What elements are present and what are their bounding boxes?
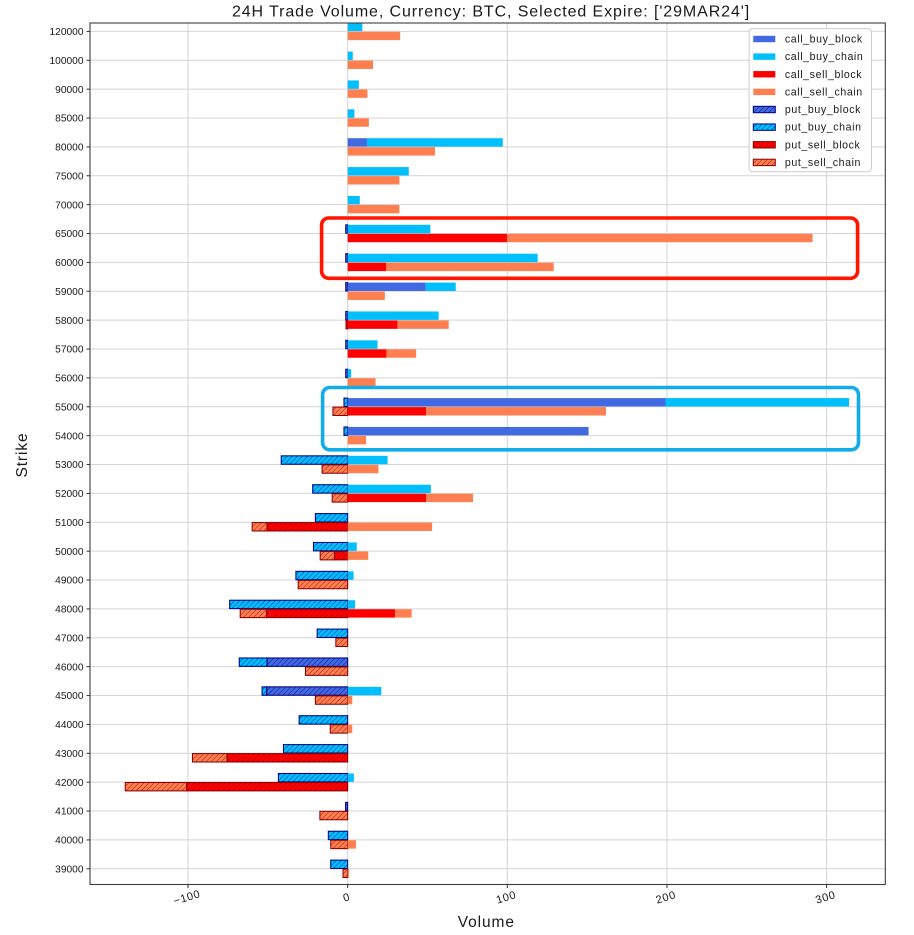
svg-text:55000: 55000: [55, 402, 84, 413]
svg-text:47000: 47000: [55, 633, 84, 644]
svg-text:50000: 50000: [55, 547, 84, 558]
svg-text:put_sell_block: put_sell_block: [785, 139, 861, 151]
svg-text:300: 300: [814, 889, 837, 906]
svg-text:45000: 45000: [55, 691, 84, 702]
svg-text:put_sell_chain: put_sell_chain: [785, 157, 861, 169]
svg-text:24H Trade Volume, Currency: BT: 24H Trade Volume, Currency: BTC, Selecte…: [232, 4, 750, 21]
svg-text:Strike: Strike: [14, 432, 31, 477]
svg-text:49000: 49000: [55, 576, 84, 587]
svg-text:70000: 70000: [55, 200, 84, 211]
svg-text:65000: 65000: [55, 229, 84, 240]
svg-text:46000: 46000: [55, 662, 84, 673]
svg-text:0: 0: [342, 891, 352, 904]
svg-text:60000: 60000: [55, 258, 84, 269]
svg-text:90000: 90000: [55, 85, 84, 96]
svg-text:100000: 100000: [50, 56, 84, 67]
svg-text:48000: 48000: [55, 605, 84, 616]
svg-text:59000: 59000: [55, 287, 84, 298]
svg-text:call_buy_block: call_buy_block: [785, 34, 863, 46]
svg-text:43000: 43000: [55, 749, 84, 760]
svg-text:51000: 51000: [55, 518, 84, 529]
svg-text:80000: 80000: [55, 143, 84, 154]
svg-text:120000: 120000: [50, 27, 84, 38]
svg-text:put_buy_chain: put_buy_chain: [785, 122, 862, 134]
svg-text:Volume: Volume: [458, 914, 515, 931]
svg-text:100: 100: [495, 889, 518, 906]
svg-text:39000: 39000: [55, 864, 84, 875]
svg-text:call_sell_block: call_sell_block: [785, 69, 862, 81]
svg-text:42000: 42000: [55, 778, 84, 789]
svg-text:75000: 75000: [55, 171, 84, 182]
svg-text:53000: 53000: [55, 460, 84, 471]
svg-text:call_sell_chain: call_sell_chain: [785, 86, 863, 98]
svg-text:58000: 58000: [55, 316, 84, 327]
svg-text:52000: 52000: [55, 489, 84, 500]
svg-text:200: 200: [655, 889, 678, 906]
svg-text:54000: 54000: [55, 431, 84, 442]
svg-text:56000: 56000: [55, 374, 84, 385]
svg-text:call_buy_chain: call_buy_chain: [785, 51, 864, 63]
svg-text:57000: 57000: [55, 345, 84, 356]
svg-text:44000: 44000: [55, 720, 84, 731]
svg-text:40000: 40000: [55, 836, 84, 847]
svg-text:put_buy_block: put_buy_block: [785, 104, 861, 116]
svg-text:41000: 41000: [55, 807, 84, 818]
svg-text:85000: 85000: [55, 114, 84, 125]
